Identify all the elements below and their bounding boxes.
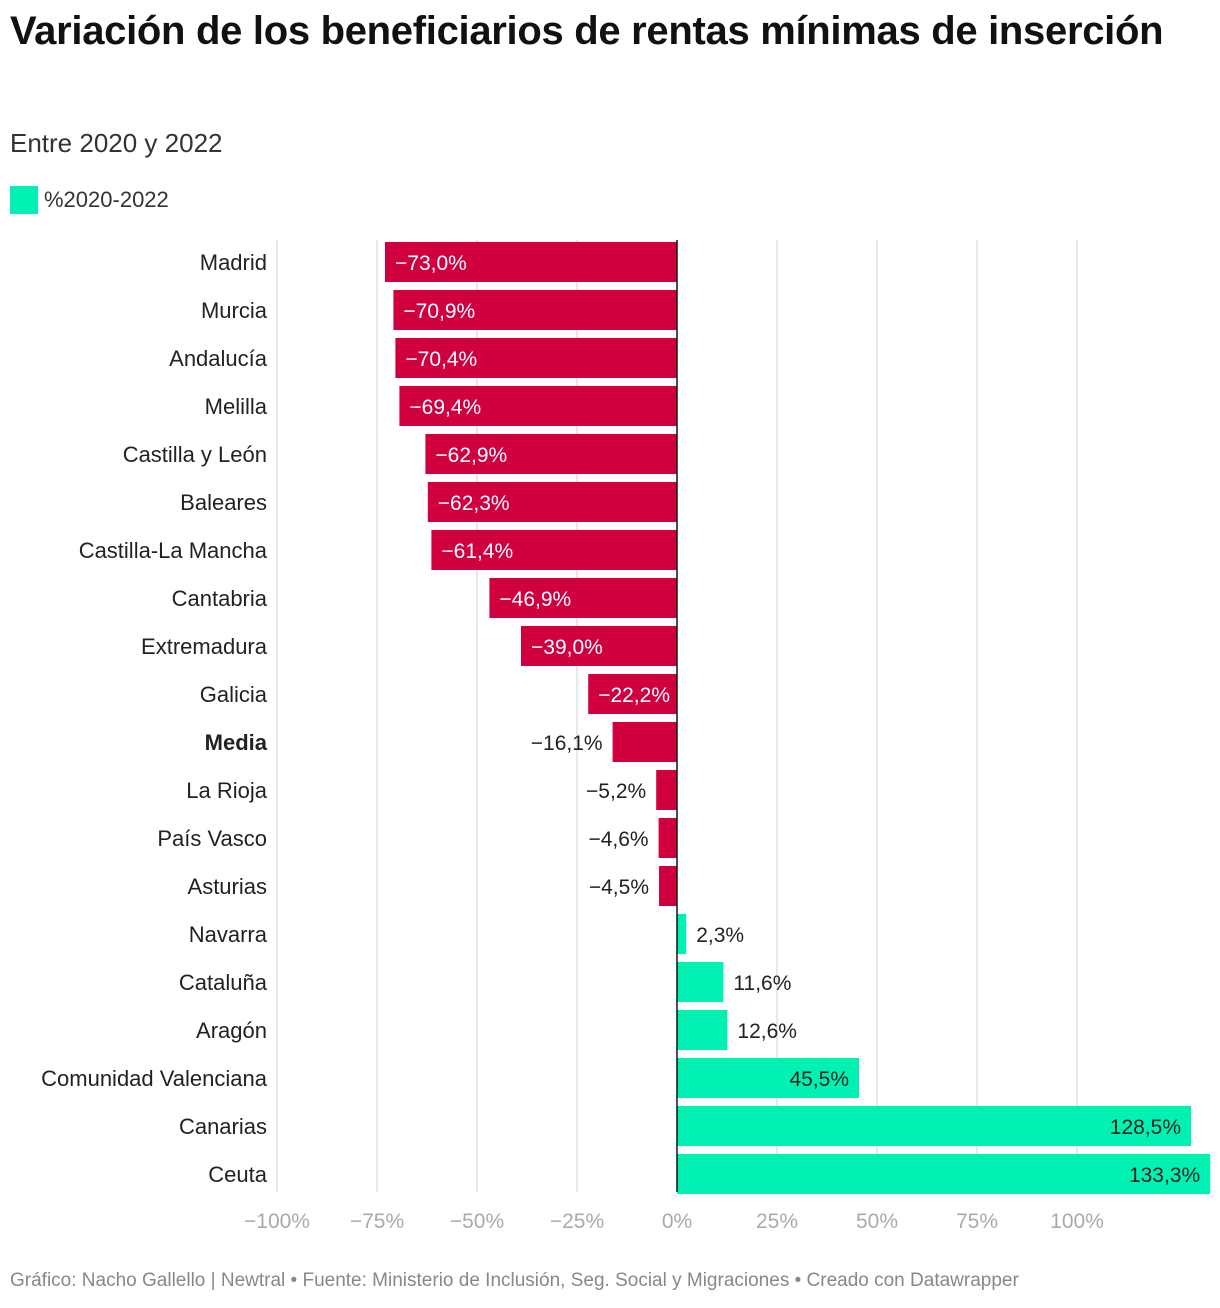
- bar-chart: Madrid −73,0% Murcia −70,9% Andalucía −70,4% M…: [41, 240, 1211, 1233]
- category-label: Navarra: [189, 922, 268, 947]
- legend-swatch: [10, 186, 38, 214]
- value-label: −70,9%: [403, 300, 475, 323]
- category-label: Aragón: [196, 1018, 267, 1043]
- category-label: Comunidad Valenciana: [41, 1066, 268, 1091]
- bar: [656, 770, 677, 810]
- x-axis-ticks: −100% −75% −50% −25% 0% 25% 50% 75% 100%: [244, 1210, 1104, 1233]
- value-label: 128,5%: [1110, 1116, 1181, 1139]
- bars: [385, 242, 1211, 1194]
- bar: [521, 626, 677, 666]
- value-label: 2,3%: [696, 924, 744, 947]
- category-label: Cantabria: [172, 586, 268, 611]
- bar: [395, 338, 677, 378]
- x-tick-label: 50%: [856, 1210, 898, 1233]
- x-tick-label: 0%: [662, 1210, 692, 1233]
- bar: [677, 962, 724, 1002]
- value-label: −39,0%: [531, 636, 603, 659]
- chart-footer: Gráfico: Nacho Gallello | Newtral • Fuen…: [10, 1270, 1019, 1291]
- x-tick-label: −50%: [450, 1210, 504, 1233]
- legend-label: %2020-2022: [44, 187, 169, 212]
- bar: [427, 482, 677, 522]
- value-label: −22,2%: [598, 684, 670, 707]
- value-label: −61,4%: [441, 540, 513, 563]
- chart-subtitle: Entre 2020 y 2022: [10, 128, 223, 158]
- category-label: Melilla: [205, 394, 268, 419]
- bar: [677, 1010, 728, 1050]
- value-label: −73,0%: [395, 252, 467, 275]
- bar: [425, 434, 677, 474]
- category-label: Cataluña: [179, 970, 268, 995]
- bar: [677, 1058, 859, 1098]
- category-label: Galicia: [200, 682, 268, 707]
- bar: [399, 386, 677, 426]
- bar: [658, 818, 677, 858]
- category-label: Andalucía: [169, 346, 268, 371]
- value-label: −4,5%: [589, 876, 649, 899]
- x-tick-label: 75%: [956, 1210, 998, 1233]
- bar: [659, 866, 677, 906]
- category-label: Ceuta: [208, 1162, 267, 1187]
- x-tick-label: −100%: [244, 1210, 310, 1233]
- bar: [677, 1106, 1191, 1146]
- value-label: −16,1%: [531, 732, 603, 755]
- category-label: Castilla y León: [123, 442, 267, 467]
- value-label: 133,3%: [1129, 1164, 1200, 1187]
- category-label: País Vasco: [157, 826, 267, 851]
- category-label: Madrid: [200, 250, 267, 275]
- value-label: −62,3%: [438, 492, 510, 515]
- value-label: 11,6%: [733, 972, 791, 995]
- bar: [431, 530, 677, 570]
- chart-title: Variación de los beneficiarios de rentas…: [10, 9, 1164, 53]
- x-tick-label: 100%: [1050, 1210, 1104, 1233]
- category-label: Baleares: [180, 490, 267, 515]
- bar: [677, 914, 687, 954]
- category-label: Canarias: [179, 1114, 267, 1139]
- bar: [588, 674, 677, 714]
- value-label: −70,4%: [405, 348, 477, 371]
- bar: [385, 242, 677, 282]
- category-label: La Rioja: [186, 778, 267, 803]
- bar: [393, 290, 677, 330]
- legend: %2020-2022: [10, 184, 169, 216]
- value-label: −69,4%: [409, 396, 481, 419]
- bar: [677, 1154, 1211, 1194]
- category-label: Extremadura: [141, 634, 268, 659]
- value-label: −46,9%: [499, 588, 571, 611]
- category-label: Murcia: [201, 298, 268, 323]
- value-label: −62,9%: [435, 444, 507, 467]
- category-label: Asturias: [188, 874, 267, 899]
- value-label: −4,6%: [588, 828, 648, 851]
- x-tick-label: −75%: [350, 1210, 404, 1233]
- labels: Madrid −73,0% Murcia −70,9% Andalucía −70,4% M…: [41, 250, 1200, 1187]
- bar: [489, 578, 677, 618]
- category-label: Media: [205, 730, 268, 755]
- value-label: 12,6%: [737, 1020, 797, 1043]
- value-label: 45,5%: [789, 1068, 849, 1091]
- value-label: −5,2%: [586, 780, 646, 803]
- bar: [612, 722, 677, 762]
- x-tick-label: −25%: [550, 1210, 604, 1233]
- category-label: Castilla-La Mancha: [79, 538, 268, 563]
- x-tick-label: 25%: [756, 1210, 798, 1233]
